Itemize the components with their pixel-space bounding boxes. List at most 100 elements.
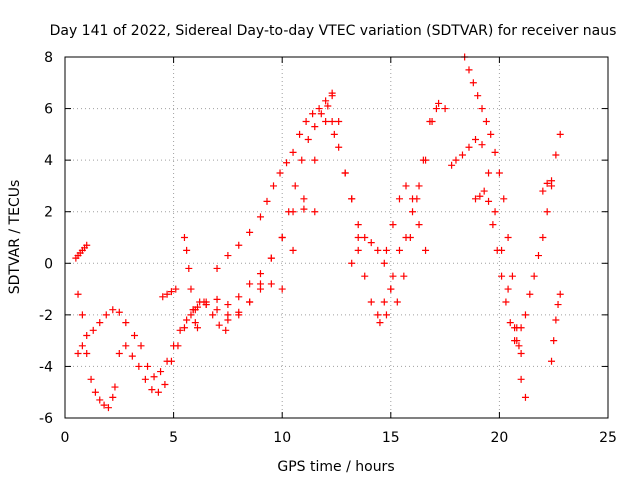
- series-arc4: [115, 298, 208, 396]
- data-point: [415, 221, 423, 229]
- data-point: [354, 234, 362, 241]
- y-tick-label: 2: [44, 205, 53, 221]
- data-point: [298, 156, 306, 164]
- data-point: [180, 324, 188, 332]
- data-point: [100, 401, 108, 409]
- data-point: [472, 136, 480, 144]
- data-point: [554, 301, 562, 309]
- data-point: [87, 375, 95, 383]
- data-point: [135, 362, 143, 370]
- data-point: [376, 319, 384, 327]
- data-point: [552, 316, 560, 324]
- data-point: [167, 288, 175, 296]
- data-point: [556, 290, 564, 298]
- data-point: [235, 308, 243, 316]
- data-point: [504, 234, 512, 241]
- data-point: [506, 319, 514, 327]
- data-point: [402, 234, 410, 241]
- data-point: [191, 306, 199, 314]
- data-point: [465, 143, 473, 151]
- y-axis-label: SDTVAR / TECUs: [7, 180, 23, 295]
- data-point: [224, 311, 232, 319]
- series-arc1: [72, 241, 91, 262]
- data-point: [495, 169, 503, 177]
- data-point: [317, 110, 325, 118]
- data-point: [382, 246, 390, 254]
- chart-title: Day 141 of 2022, Sidereal Day-to-day VTE…: [50, 23, 617, 39]
- data-point: [256, 270, 264, 278]
- data-point: [172, 285, 180, 293]
- data-point: [300, 205, 308, 213]
- data-point: [472, 195, 480, 203]
- data-point: [348, 195, 356, 203]
- data-point: [367, 298, 375, 306]
- data-point: [448, 161, 456, 169]
- data-point: [415, 182, 423, 190]
- grid-lines: [65, 57, 608, 418]
- data-point: [441, 105, 449, 113]
- data-point: [96, 319, 104, 327]
- series-arc3: [74, 306, 130, 358]
- data-point: [122, 319, 130, 327]
- data-point: [521, 311, 529, 319]
- data-point: [213, 264, 221, 272]
- data-point: [191, 319, 199, 327]
- x-axis-label: GPS time / hours: [277, 459, 394, 475]
- data-point: [491, 148, 499, 156]
- data-point: [478, 141, 486, 149]
- x-tick-labels: 0 5 10 15 20 25: [61, 430, 617, 446]
- data-point: [328, 92, 336, 100]
- data-point: [511, 324, 519, 332]
- data-point: [141, 375, 149, 383]
- y-tick-label: 0: [44, 256, 53, 272]
- data-point: [78, 311, 86, 319]
- data-point: [539, 234, 547, 241]
- data-point: [163, 357, 171, 365]
- data-point: [432, 105, 440, 113]
- series-arc2: [74, 290, 119, 412]
- data-point: [74, 350, 82, 358]
- series-arc21: [548, 290, 564, 365]
- data-point: [474, 92, 482, 100]
- data-point: [300, 195, 308, 203]
- data-point: [302, 117, 310, 125]
- data-point: [476, 192, 484, 200]
- data-point: [354, 246, 362, 254]
- data-point: [109, 393, 117, 401]
- data-point: [502, 298, 510, 306]
- data-point: [435, 99, 443, 107]
- data-point: [387, 285, 395, 293]
- data-point: [543, 179, 551, 187]
- data-point: [374, 311, 382, 319]
- data-point: [482, 117, 490, 125]
- data-point: [128, 352, 136, 360]
- data-point: [335, 143, 343, 151]
- data-point: [409, 208, 417, 216]
- x-tick-label: 15: [382, 430, 400, 446]
- y-tick-label: -4: [39, 359, 53, 375]
- data-point: [222, 326, 230, 334]
- data-point: [154, 388, 162, 396]
- data-point: [389, 272, 397, 280]
- data-point: [276, 169, 284, 177]
- series-arc19: [513, 130, 564, 345]
- data-point: [458, 151, 466, 159]
- data-point: [131, 331, 139, 339]
- data-point: [283, 159, 291, 167]
- data-point: [196, 298, 204, 306]
- data-point: [493, 246, 501, 254]
- data-point: [452, 156, 460, 164]
- data-point: [380, 259, 388, 267]
- data-point: [176, 326, 184, 334]
- data-point: [163, 290, 171, 298]
- series-arc9: [202, 102, 338, 324]
- data-point: [521, 393, 529, 401]
- data-point: [246, 298, 254, 306]
- data-point: [530, 272, 538, 280]
- data-point: [267, 254, 275, 262]
- data-point: [552, 151, 560, 159]
- data-point: [311, 156, 319, 164]
- data-point: [137, 342, 145, 350]
- data-point: [278, 234, 286, 241]
- data-point: [309, 110, 317, 118]
